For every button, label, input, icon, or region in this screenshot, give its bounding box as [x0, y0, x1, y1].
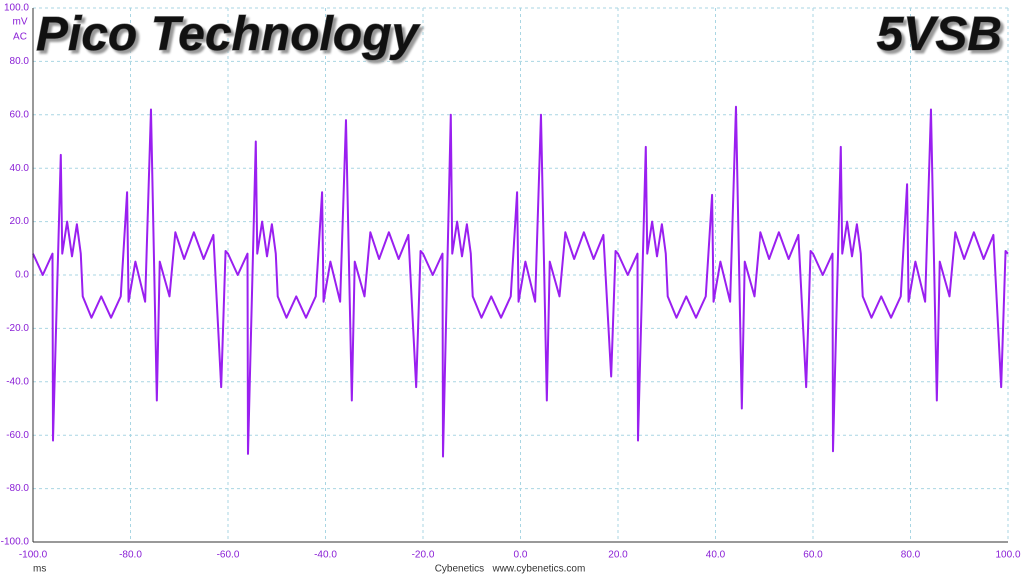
- x-tick-label: 20.0: [608, 550, 628, 561]
- coupling: AC: [13, 32, 27, 43]
- x-tick-label: -100.0: [19, 550, 48, 561]
- x-tick-label: -60.0: [217, 550, 240, 561]
- y-tick-label: -100.0: [1, 537, 30, 548]
- chart-title: Pico Technology: [36, 8, 421, 61]
- footer: Cybenetics www.cybenetics.com: [435, 564, 586, 575]
- x-tick-label: 0.0: [514, 550, 528, 561]
- x-tick-label: 40.0: [706, 550, 726, 561]
- x-tick-label: -80.0: [119, 550, 142, 561]
- x-tick-label: 80.0: [901, 550, 921, 561]
- y-tick-label: -60.0: [6, 430, 29, 441]
- y-tick-label: -80.0: [6, 483, 29, 494]
- y-tick-label: -40.0: [6, 376, 29, 387]
- y-tick-label: 0.0: [15, 270, 29, 281]
- x-unit: ms: [33, 564, 46, 575]
- grid: [32, 7, 1009, 543]
- y-tick-label: 60.0: [10, 109, 30, 120]
- y-unit: mV: [13, 17, 28, 28]
- x-tick-label: -20.0: [412, 550, 435, 561]
- chart-subtitle: 5VSB: [877, 8, 1002, 61]
- y-tick-label: 20.0: [10, 216, 30, 227]
- plot: [32, 105, 1009, 458]
- y-tick-label: 80.0: [10, 56, 30, 67]
- x-tick-label: -40.0: [314, 550, 337, 561]
- y-tick-label: 40.0: [10, 163, 30, 174]
- x-tick-label: 100.0: [995, 550, 1020, 561]
- y-tick-label: -20.0: [6, 323, 29, 334]
- y-tick-label: 100.0: [4, 3, 29, 14]
- waveform: [32, 105, 1009, 458]
- x-tick-label: 60.0: [803, 550, 823, 561]
